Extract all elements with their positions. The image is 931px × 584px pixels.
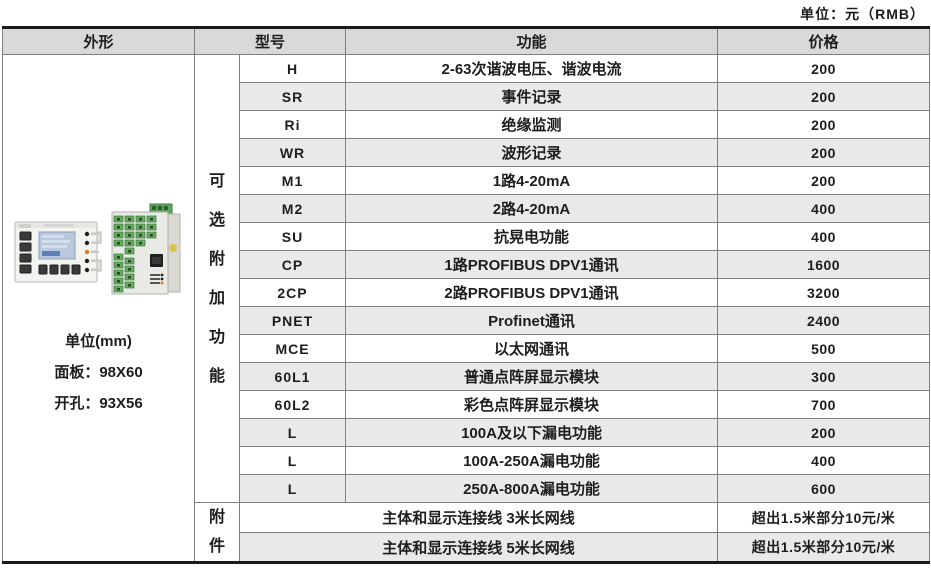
- model-cell: SU: [238, 222, 347, 251]
- model-cell: L: [238, 446, 347, 475]
- model-cell: 60L1: [238, 362, 347, 391]
- price-cell: 200: [717, 54, 931, 83]
- accessory-price-cell: 超出1.5米部分10元/米: [717, 532, 931, 563]
- model-cell: MCE: [238, 334, 347, 363]
- function-cell: 绝缘监测: [345, 110, 719, 139]
- header-appearance: 外形: [2, 27, 195, 55]
- function-cell: 250A-800A漏电功能: [345, 474, 719, 503]
- function-cell: 100A-250A漏电功能: [345, 446, 719, 475]
- accessory-price-cell: 超出1.5米部分10元/米: [717, 502, 931, 533]
- currency-unit-note: 单位：元（RMB）: [800, 6, 925, 22]
- table-row: MCE 以太网通讯 500: [3, 334, 931, 363]
- table-row: L 100A-250A漏电功能 400: [3, 446, 931, 475]
- function-cell: 普通点阵屏显示模块: [345, 362, 719, 391]
- function-cell: 2-63次谐波电压、谐波电流: [345, 54, 719, 83]
- table-row: SR 事件记录 200: [3, 82, 931, 111]
- price-cell: 200: [717, 166, 931, 195]
- model-cell: L: [238, 418, 347, 447]
- price-cell: 200: [717, 418, 931, 447]
- model-cell: Ri: [238, 110, 347, 139]
- model-cell: SR: [238, 82, 347, 111]
- function-cell: 以太网通讯: [345, 334, 719, 363]
- function-cell: 100A及以下漏电功能: [345, 418, 719, 447]
- price-cell: 200: [717, 110, 931, 139]
- model-cell: WR: [238, 138, 347, 167]
- price-cell: 200: [717, 138, 931, 167]
- function-cell: 2路PROFIBUS DPV1通讯: [345, 278, 719, 307]
- table-row: 60L1 普通点阵屏显示模块 300: [3, 362, 931, 391]
- function-cell: 1路PROFIBUS DPV1通讯: [345, 250, 719, 279]
- table-header-row: 外形 型号 功能 价格: [2, 27, 931, 55]
- accessory-function-cell: 主体和显示连接线 3米长网线: [238, 502, 719, 533]
- function-cell: 抗晃电功能: [345, 222, 719, 251]
- optional-group-cell: 可选附加功能: [194, 54, 240, 503]
- price-cell: 2400: [717, 306, 931, 335]
- table-row: WR 波形记录 200: [3, 138, 931, 167]
- header-function: 功能: [345, 27, 719, 55]
- function-cell: 彩色点阵屏显示模块: [345, 390, 719, 419]
- price-cell: 1600: [717, 250, 931, 279]
- accessory-group-label: 附件: [208, 509, 225, 555]
- price-cell: 200: [717, 82, 931, 111]
- model-cell: 2CP: [238, 278, 347, 307]
- function-cell: 2路4-20mA: [345, 194, 719, 223]
- accessory-function-cell: 主体和显示连接线 5米长网线: [238, 532, 719, 563]
- table-row: L 100A及以下漏电功能 200: [3, 418, 931, 447]
- model-cell: M1: [238, 166, 347, 195]
- table-row: CP 1路PROFIBUS DPV1通讯 1600: [3, 250, 931, 279]
- dimension-notes: 单位(mm) 面板：98X60 开孔：93X56: [54, 326, 142, 419]
- header-model: 型号: [193, 27, 347, 55]
- price-cell: 300: [717, 362, 931, 391]
- price-cell: 3200: [717, 278, 931, 307]
- table-row: 2CP 2路PROFIBUS DPV1通讯 3200: [3, 278, 931, 307]
- table-row: 主体和显示连接线 5米长网线 超出1.5米部分10元/米: [3, 532, 931, 563]
- price-cell: 400: [717, 194, 931, 223]
- optional-group-label: 可选附加功能: [208, 172, 225, 385]
- model-cell: M2: [238, 194, 347, 223]
- price-cell: 600: [717, 474, 931, 503]
- price-cell: 400: [717, 446, 931, 475]
- function-cell: Profinet通讯: [345, 306, 719, 335]
- price-table: 外形 型号 功能 价格: [2, 26, 931, 564]
- price-cell: 700: [717, 390, 931, 419]
- dimension-panel-line: 面板：98X60: [54, 363, 143, 381]
- model-cell: 60L2: [238, 390, 347, 419]
- price-cell: 500: [717, 334, 931, 363]
- header-price: 价格: [717, 27, 931, 55]
- table-row: SU 抗晃电功能 400: [3, 222, 931, 251]
- accessory-group-cell: 附件: [194, 502, 240, 563]
- din-module-image: [111, 203, 180, 294]
- model-cell: H: [238, 54, 347, 83]
- function-cell: 1路4-20mA: [345, 166, 719, 195]
- table-row: 附件 主体和显示连接线 3米长网线 超出1.5米部分10元/米: [3, 502, 931, 563]
- function-cell: 波形记录: [345, 138, 719, 167]
- model-cell: PNET: [238, 306, 347, 335]
- price-cell: 400: [717, 222, 931, 251]
- table-row: PNET Profinet通讯 2400: [3, 306, 931, 335]
- table-row: 单位(mm) 面板：98X60 开孔：93X56 可选附加功能 H 2-63次谐…: [2, 54, 931, 563]
- panel-meter-image: [14, 221, 101, 282]
- table-row: M2 2路4-20mA 400: [3, 194, 931, 223]
- model-cell: L: [238, 474, 347, 503]
- dimension-unit-line: 单位(mm): [65, 332, 132, 350]
- function-cell: 事件记录: [345, 82, 719, 111]
- table-row: M1 1路4-20mA 200: [3, 166, 931, 195]
- model-cell: CP: [238, 250, 347, 279]
- product-images: [14, 202, 184, 302]
- dimension-cutout-line: 开孔：93X56: [54, 394, 143, 412]
- appearance-cell: 单位(mm) 面板：98X60 开孔：93X56: [2, 54, 195, 563]
